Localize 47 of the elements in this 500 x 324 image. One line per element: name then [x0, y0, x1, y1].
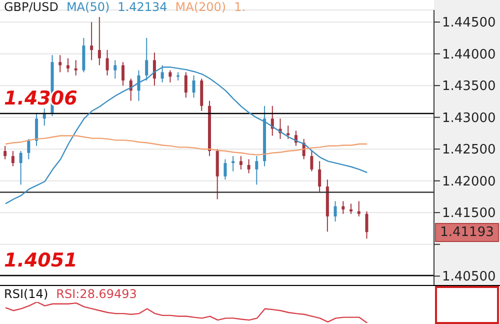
- ref-line-label: 1.4051: [4, 249, 78, 272]
- candlestick: [98, 16, 101, 66]
- candlestick: [334, 200, 337, 222]
- candlestick: [232, 156, 235, 172]
- y-tick-label: 1.44500: [442, 16, 496, 31]
- candlestick: [58, 54, 62, 73]
- candlestick: [4, 145, 7, 160]
- candlestick: [106, 50, 109, 76]
- y-tick-label: 1.42500: [442, 142, 496, 158]
- text: MA(200): [175, 0, 226, 14]
- candlestick: [19, 150, 22, 186]
- candlestick: [152, 52, 156, 86]
- y-tick-label: 1.43500: [442, 79, 496, 94]
- candlestick: [342, 200, 345, 214]
- candlestick: [255, 156, 258, 186]
- y-tick-label: 1.43000: [442, 110, 496, 126]
- candlestick: [357, 200, 360, 217]
- candlestick: [66, 58, 70, 73]
- text: MA(50): [66, 0, 110, 14]
- candlestick: [286, 125, 290, 140]
- candlestick: [11, 150, 14, 167]
- chart-title: RSI(14): [4, 287, 48, 301]
- candlestick: [114, 60, 117, 80]
- candlestick: [247, 158, 250, 174]
- y-tick-label: 1.41500: [442, 206, 496, 222]
- y-tick-label: 1.40500: [442, 270, 496, 285]
- candlestick: [350, 203, 353, 214]
- candlestick: [310, 150, 314, 172]
- candlestick: [192, 74, 196, 98]
- candlestick: [74, 60, 78, 76]
- annotation: 1.: [234, 0, 246, 14]
- candlestick: [318, 160, 322, 192]
- chart-title: GBP/USD: [4, 0, 58, 14]
- candlestick: [27, 138, 30, 160]
- candlestick: [365, 210, 368, 240]
- candlestick: [90, 22, 94, 61]
- candlestick: [122, 62, 125, 86]
- candlestick: [168, 70, 172, 83]
- price-tag: 1.41193: [435, 223, 499, 242]
- y-tick-label: 1.42000: [442, 174, 496, 190]
- y-tick-label: 1.44000: [442, 47, 496, 62]
- candlestick: [35, 112, 38, 146]
- annotation: 1.42134: [118, 0, 168, 14]
- candlestick: [184, 72, 188, 98]
- text: RSI:28.69493: [56, 287, 137, 301]
- candlestick: [239, 156, 242, 170]
- candlestick: [224, 158, 227, 180]
